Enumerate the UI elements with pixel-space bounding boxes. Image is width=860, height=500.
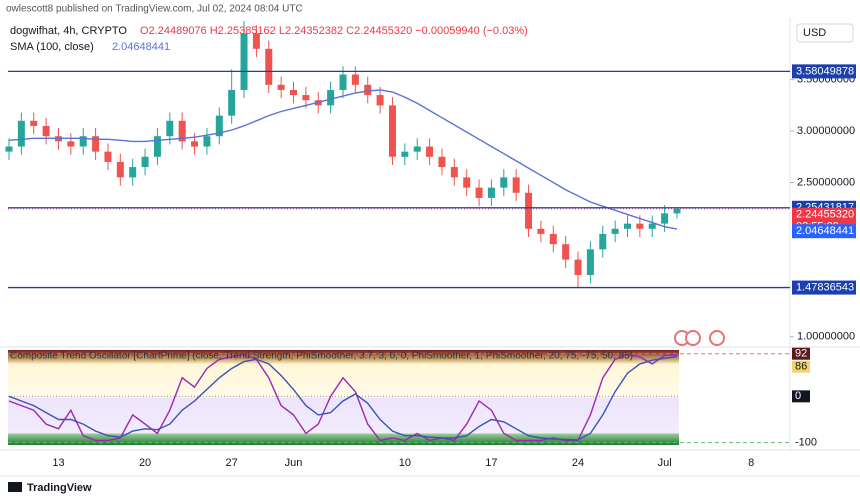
candle-body xyxy=(141,156,149,168)
candle-body xyxy=(191,141,199,147)
candle-body xyxy=(302,95,310,101)
candle-body xyxy=(215,115,223,137)
candle-body xyxy=(265,48,273,85)
candle-body xyxy=(252,33,260,49)
y-tick-label: 2.50000000 xyxy=(797,176,855,188)
candle-body xyxy=(574,259,582,276)
candle-body xyxy=(228,89,236,116)
candle-body xyxy=(450,167,458,178)
marks xyxy=(5,21,790,444)
candle-body xyxy=(116,161,124,178)
candle-body xyxy=(549,233,557,245)
candle-body xyxy=(537,228,545,234)
candle-body xyxy=(92,136,100,152)
x-tick-label: 20 xyxy=(139,457,151,469)
level-box xyxy=(792,347,810,360)
candle-body xyxy=(648,223,656,229)
candle-body xyxy=(30,120,38,126)
candle-body xyxy=(525,192,533,229)
candle-body xyxy=(512,177,520,193)
x-tick-label: Jul xyxy=(658,457,672,469)
y-tick-label: -100 xyxy=(795,437,817,449)
candle-body xyxy=(413,146,421,152)
candle-body xyxy=(290,89,298,96)
y-tick-label: 0 xyxy=(795,390,801,402)
x-tick-label: 10 xyxy=(399,457,411,469)
sma-price-label: 2.04648441 xyxy=(796,225,854,237)
oscillator-line xyxy=(8,355,678,441)
candle-body xyxy=(388,105,396,157)
candle-body xyxy=(364,84,372,96)
candle-body xyxy=(129,167,137,178)
candle-body xyxy=(463,177,471,188)
candle-body xyxy=(42,125,50,137)
candle-body xyxy=(277,84,285,90)
hline-label: 1.47836543 xyxy=(796,281,854,293)
currency[interactable]: USD xyxy=(803,27,826,39)
x-tick-label: 13 xyxy=(52,457,64,469)
x-tick-label: 17 xyxy=(485,457,497,469)
level-box xyxy=(792,360,810,373)
x-tick-label: 27 xyxy=(226,457,238,469)
candle-body xyxy=(661,213,669,224)
ohlc-legend: O2.24489076 H2.25385162 L2.24352382 C2.2… xyxy=(140,25,528,37)
hline-label-box xyxy=(792,64,856,79)
candle-body xyxy=(475,187,483,198)
symbol-title: dogwifhat, 4h, CRYPTO xyxy=(10,25,127,37)
x-tick-label: 8 xyxy=(748,457,754,469)
candle-body xyxy=(636,223,644,229)
candle-body xyxy=(153,136,161,157)
candle-body xyxy=(376,95,384,106)
candle-body xyxy=(438,156,446,168)
footer-brand: TradingView xyxy=(27,482,92,494)
sma-line xyxy=(8,89,678,230)
sma-price-label-box xyxy=(792,224,856,239)
event-icons xyxy=(674,330,725,346)
y-tick-label: 3.00000000 xyxy=(797,125,855,137)
oscillator-background xyxy=(8,350,679,445)
candle-body xyxy=(79,136,87,147)
candle-body xyxy=(624,223,631,229)
sma-legend: SMA (100, close) xyxy=(10,41,94,53)
candle-body xyxy=(611,228,619,234)
candle-body xyxy=(327,89,335,106)
hline-label-box xyxy=(792,280,856,295)
candle-body xyxy=(586,249,594,276)
x-tick-label: Jun xyxy=(285,457,303,469)
candle-body xyxy=(17,120,25,147)
candle-body xyxy=(401,151,409,157)
candle-body xyxy=(240,33,248,90)
candle-body xyxy=(5,146,13,152)
candle-body xyxy=(339,74,347,90)
candle-body xyxy=(599,233,607,250)
candle-body xyxy=(67,141,75,147)
candle-body xyxy=(178,120,186,142)
candle-body xyxy=(487,187,495,198)
author-line: owlescott8 published on TradingView.com,… xyxy=(6,4,303,15)
candle-body xyxy=(673,208,681,214)
y-tick-label: 1.00000000 xyxy=(797,331,855,343)
oscillator-title: Composite Trend Oscillator [ChartPrime] … xyxy=(10,351,633,362)
sma-legend-value: 2.04648441 xyxy=(112,41,170,53)
last-price-label: 2.24455320 xyxy=(796,209,854,221)
candle-body xyxy=(203,136,211,147)
candle-body xyxy=(104,151,112,162)
x-tick-label: 24 xyxy=(572,457,584,469)
y-tick-label: 92 xyxy=(795,348,807,360)
candle-body xyxy=(562,244,570,260)
oscillator-line xyxy=(8,353,678,442)
candle-body xyxy=(500,177,508,188)
y-tick-label: 86 xyxy=(795,361,807,373)
candle-body xyxy=(426,146,434,157)
footer-logo xyxy=(8,482,22,492)
level-box xyxy=(792,390,810,403)
currency-button[interactable] xyxy=(796,23,854,43)
hline-label: 3.58049878 xyxy=(796,65,854,77)
candle-body xyxy=(166,120,174,137)
candle-body xyxy=(351,74,359,85)
